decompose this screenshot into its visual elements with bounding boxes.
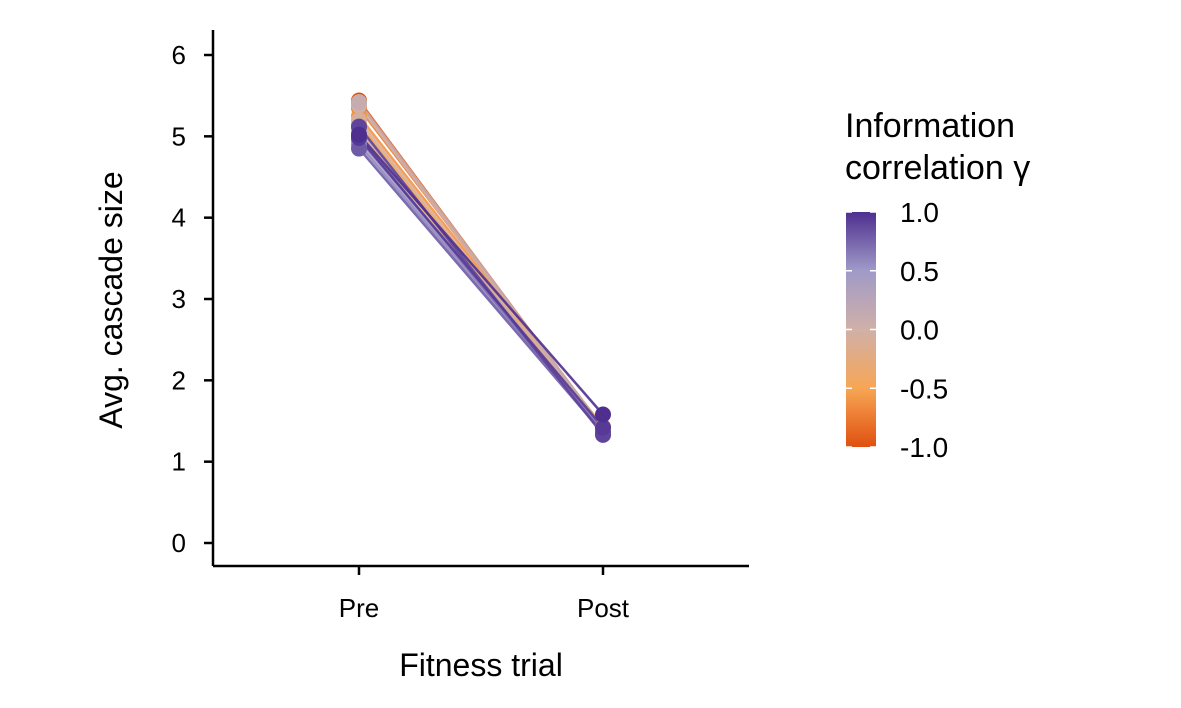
legend-tick-label: 1.0 (900, 197, 939, 228)
series (358, 147, 604, 435)
y-tick-label: 2 (172, 365, 186, 395)
y-tick-label: 3 (172, 284, 186, 314)
y-tick-label: 5 (172, 121, 186, 151)
data-point (351, 126, 367, 143)
legend-title-line2: correlation γ (845, 149, 1030, 187)
series-line (358, 125, 604, 436)
legend-title-line1: Information (845, 107, 1015, 145)
legend-ticks: 1.0 0.5 0.0 -0.5 -1.0 (846, 197, 948, 463)
x-axis-title: Fitness trial (399, 647, 563, 683)
series-line (357, 101, 605, 430)
series (358, 133, 604, 416)
y-tick-label: 4 (172, 203, 186, 233)
y-tick-label: 1 (172, 447, 186, 477)
y-tick-label: 6 (172, 40, 186, 70)
series-line (358, 137, 604, 429)
y-axis-title: Avg. cascade size (93, 171, 129, 428)
series-layer (351, 92, 611, 443)
data-point (595, 419, 611, 436)
series (358, 125, 604, 436)
y-ticks: 0 1 2 3 4 5 6 (172, 40, 213, 558)
legend-tick-label: -1.0 (900, 432, 948, 463)
series-line (358, 147, 604, 435)
x-tick-label: Pre (339, 593, 379, 623)
series (358, 137, 604, 429)
legend-tick-label: 0.0 (900, 315, 939, 346)
x-ticks: Pre Post (339, 566, 630, 623)
data-point (595, 406, 611, 423)
series (357, 101, 605, 430)
y-tick-label: 0 (172, 528, 186, 558)
series-line (358, 133, 604, 416)
legend: Information correlation γ 1.0 0.5 0.0 -0.5 -… (845, 107, 1030, 463)
legend-tick-label: -0.5 (900, 373, 948, 404)
legend-tick-label: 0.5 (900, 256, 939, 287)
data-point (351, 94, 367, 111)
x-tick-label: Post (577, 593, 630, 623)
